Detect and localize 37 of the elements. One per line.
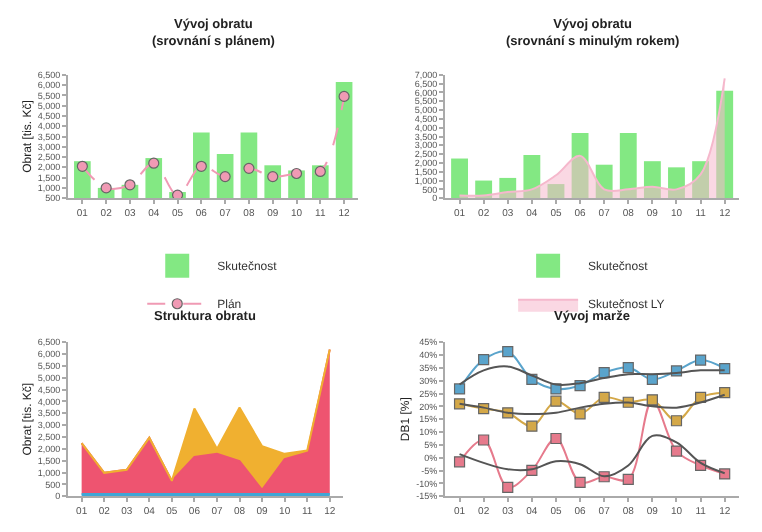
bar bbox=[547, 184, 565, 199]
point bbox=[574, 476, 586, 489]
point bbox=[290, 167, 303, 180]
point bbox=[502, 481, 514, 493]
point bbox=[502, 346, 514, 358]
point bbox=[574, 408, 586, 420]
point bbox=[526, 420, 538, 432]
point bbox=[243, 162, 255, 174]
point bbox=[719, 468, 731, 480]
point bbox=[550, 432, 562, 445]
bar bbox=[451, 158, 468, 199]
point bbox=[622, 473, 634, 485]
point bbox=[478, 353, 490, 366]
bar bbox=[523, 155, 541, 199]
point bbox=[314, 165, 326, 178]
bar bbox=[643, 161, 661, 199]
point bbox=[694, 354, 707, 366]
bar bbox=[692, 161, 710, 199]
point bbox=[622, 361, 634, 374]
point bbox=[338, 90, 350, 102]
point bbox=[195, 160, 207, 172]
bar bbox=[619, 132, 637, 199]
point bbox=[598, 391, 610, 403]
point bbox=[453, 383, 466, 395]
point bbox=[670, 415, 683, 427]
point bbox=[148, 157, 160, 169]
point bbox=[100, 182, 112, 194]
bar bbox=[716, 90, 734, 199]
point bbox=[550, 395, 562, 407]
bar bbox=[668, 167, 685, 199]
bar bbox=[571, 132, 589, 199]
point bbox=[670, 445, 683, 457]
point bbox=[478, 434, 490, 446]
point bbox=[76, 160, 88, 172]
point bbox=[453, 456, 466, 468]
point bbox=[124, 179, 136, 191]
bar bbox=[595, 164, 613, 199]
